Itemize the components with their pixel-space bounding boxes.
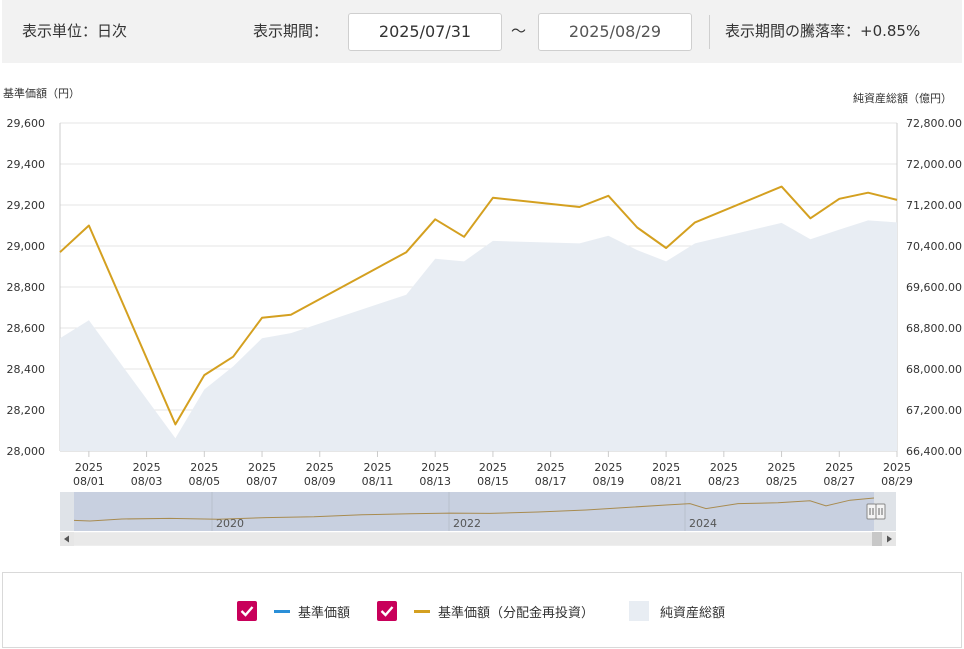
legend-label-nav: 基準価額 [298,605,351,621]
range-navigator[interactable]: 2020 2022 2024 [60,492,896,531]
end-date-input[interactable]: 2025/08/29 [538,13,692,51]
net-assets-area [60,220,897,451]
right-tick-label: 68,000.00 [906,363,962,376]
x-tick-date: 08/27 [823,475,855,488]
navigator-left-handle[interactable] [866,503,877,520]
x-tick-year: 2025 [133,461,161,474]
x-tick-year: 2025 [479,461,507,474]
x-tick-year: 2025 [421,461,449,474]
x-tick-date: 08/25 [766,475,798,488]
right-tick-label: 72,800.00 [906,117,962,130]
left-tick-label: 29,400 [7,158,46,171]
x-tick-year: 2025 [75,461,103,474]
start-date-input[interactable]: 2025/07/31 [348,13,502,51]
x-tick-year: 2025 [363,461,391,474]
left-tick-label: 28,600 [7,322,46,335]
x-tick-date: 08/07 [246,475,278,488]
legend-item-net-assets[interactable]: 純資産総額 [629,600,725,622]
x-tick-date: 08/29 [881,475,913,488]
navigator-overview-line [73,497,875,522]
right-tick-label: 72,000.00 [906,158,962,171]
arrow-right-icon [887,535,892,543]
right-tick-label: 71,200.00 [906,199,962,212]
x-tick-date: 08/19 [593,475,625,488]
x-tick-date: 08/03 [131,475,163,488]
left-tick-label: 29,000 [7,240,46,253]
x-tick-year: 2025 [248,461,276,474]
navigator-scrollbar[interactable] [60,532,896,546]
x-tick-year: 2025 [883,461,911,474]
right-tick-label: 66,400.00 [906,445,962,458]
controls-divider [709,15,710,49]
x-tick-date: 08/15 [477,475,509,488]
x-tick-date: 08/01 [73,475,105,488]
navigator-year-label: 2022 [453,517,481,530]
x-tick-date: 08/23 [708,475,740,488]
display-period-label: 表示期間： [253,22,329,40]
left-tick-label: 28,800 [7,281,46,294]
x-tick-date: 08/05 [188,475,220,488]
right-tick-label: 69,600.00 [906,281,962,294]
navigator-selected-range[interactable] [74,492,874,531]
x-tick-year: 2025 [537,461,565,474]
arrow-left-icon [64,535,69,543]
scrollbar-thumb[interactable] [74,533,872,545]
x-tick-year: 2025 [710,461,738,474]
legend-swatch-nav-reinvested [414,609,430,613]
x-tick-date: 08/09 [304,475,336,488]
legend-item-nav-reinvested[interactable]: 基準価額（分配金再投資） [377,600,594,622]
right-tick-label: 67,200.00 [906,404,962,417]
scrollbar-thumb-end[interactable] [872,532,882,546]
check-icon [240,606,254,617]
display-unit-label: 表示単位：日次 [22,22,128,40]
legend-label-net-assets: 純資産総額 [660,605,726,621]
nav-reinvested-line [59,185,898,426]
nav-chart: 基準価額（円） 純資産総額（億円） 29,600 29,400 29,200 29,0… [3,86,962,546]
display-controls: 表示単位：日次 表示期間： 2025/07/31 ～ 2025/08/29 表示… [2,0,962,63]
x-tick-year: 2025 [652,461,680,474]
right-axis-title: 純資産総額（億円） [853,91,952,105]
x-tick-date: 08/21 [650,475,682,488]
x-tick-year: 2025 [190,461,218,474]
left-tick-label: 29,600 [7,117,46,130]
left-axis-title: 基準価額（円） [3,86,80,100]
check-icon [380,606,394,617]
date-range-separator: ～ [511,22,527,40]
left-tick-label: 28,000 [7,445,46,458]
right-tick-label: 68,800.00 [906,322,962,335]
x-tick-year: 2025 [594,461,622,474]
x-tick-date: 08/17 [535,475,567,488]
x-tick-year: 2025 [306,461,334,474]
legend-checkbox-nav[interactable] [237,601,257,621]
left-tick-label: 29,200 [7,199,46,212]
legend-swatch-nav [274,609,290,613]
legend-item-nav[interactable]: 基準価額 [237,600,350,622]
legend-swatch-net-assets [629,601,649,621]
navigator-year-label: 2024 [689,517,717,530]
legend-checkbox-nav-reinvested[interactable] [377,601,397,621]
left-tick-label: 28,400 [7,363,46,376]
navigator-year-label: 2020 [216,517,244,530]
right-tick-label: 70,400.00 [906,240,962,253]
legend-label-nav-reinvested: 基準価額（分配金再投資） [438,605,595,621]
x-tick-date: 08/13 [419,475,451,488]
left-tick-label: 28,200 [7,404,46,417]
chart-legend: 基準価額 基準価額（分配金再投資） 純資産総額 [2,572,962,648]
period-change-rate: 表示期間の騰落率：+0.85% [725,22,921,40]
x-tick-date: 08/11 [362,475,394,488]
x-tick-year: 2025 [768,461,796,474]
navigator-right-handle[interactable] [875,503,886,520]
x-tick-year: 2025 [825,461,853,474]
